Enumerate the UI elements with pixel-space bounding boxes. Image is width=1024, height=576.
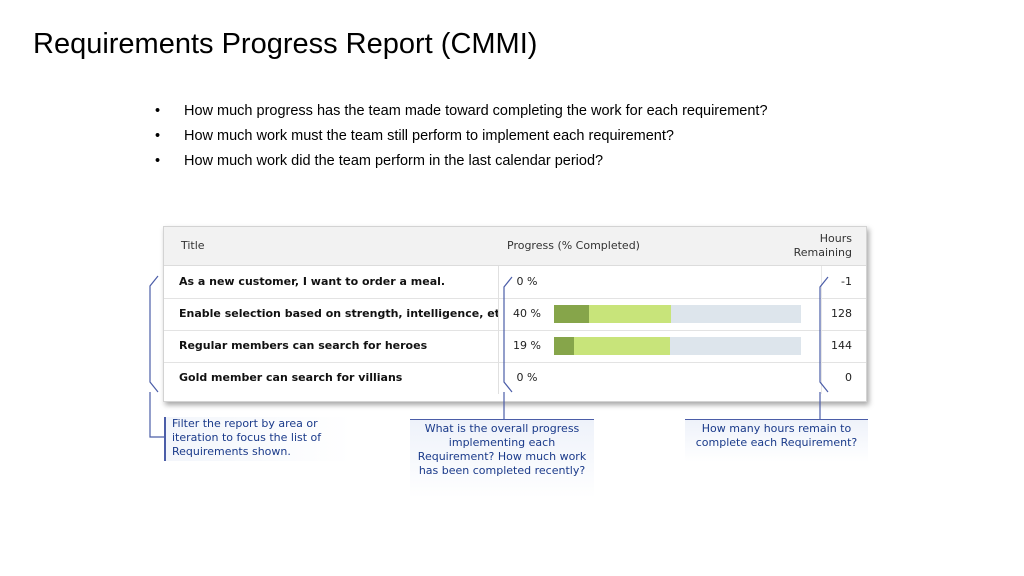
column-divider <box>821 330 822 362</box>
requirement-title[interactable]: Regular members can search for heroes <box>164 330 499 362</box>
bullet-item: • How much work did the team perform in t… <box>155 151 795 171</box>
slide-title: Requirements Progress Report (CMMI) <box>33 28 538 60</box>
percent-complete: 0 % <box>516 371 538 384</box>
progress-bar <box>554 337 801 355</box>
progress-recent-fill <box>554 305 589 323</box>
column-header-progress[interactable]: Progress (% Completed) <box>507 239 640 252</box>
bullet-text: How much work must the team still perfor… <box>184 128 674 144</box>
column-header-title[interactable]: Title <box>181 239 205 252</box>
column-divider <box>821 298 822 330</box>
hours-remaining: 0 <box>845 371 852 384</box>
hours-bracket <box>819 276 829 393</box>
bullet-text: How much progress has the team made towa… <box>184 103 768 119</box>
table-row[interactable]: Gold member can search for villians 0 % … <box>164 362 866 394</box>
progress-prior-fill <box>589 305 671 323</box>
percent-complete: 0 % <box>516 275 538 288</box>
progress-recent-fill <box>554 337 574 355</box>
hours-header-line1: Hours <box>819 232 852 245</box>
requirement-title[interactable]: As a new customer, I want to order a mea… <box>164 266 499 298</box>
hours-remaining: 128 <box>831 307 852 320</box>
progress-callout: What is the overall progress implementin… <box>410 419 594 498</box>
hours-header-line2: Remaining <box>793 246 852 259</box>
bullet-text: How much work did the team perform in th… <box>184 153 604 169</box>
table-row[interactable]: As a new customer, I want to order a mea… <box>164 266 866 299</box>
bullet-item: • How much progress has the team made tow… <box>155 101 795 121</box>
percent-complete: 19 % <box>513 339 541 352</box>
progress-bar <box>554 305 801 323</box>
bullet-list: • How much progress has the team made tow… <box>155 101 795 176</box>
bullet-item: • How much work must the team still perfo… <box>155 126 795 146</box>
filter-callout: Filter the report by area or iteration t… <box>164 417 352 461</box>
bullet-dot: • <box>155 128 161 144</box>
bullet-dot: • <box>155 153 161 169</box>
percent-complete: 40 % <box>513 307 541 320</box>
requirement-title[interactable]: Enable selection based on strength, inte… <box>164 298 499 330</box>
progress-prior-fill <box>574 337 670 355</box>
filter-connector <box>149 392 164 438</box>
hours-callout: How many hours remain to complete each R… <box>685 419 868 462</box>
bullet-dot: • <box>155 103 161 119</box>
requirements-report: Title Progress (% Completed) Hours Remai… <box>163 226 867 402</box>
table-row[interactable]: Enable selection based on strength, inte… <box>164 298 866 331</box>
report-header: Title Progress (% Completed) Hours Remai… <box>164 227 866 266</box>
hours-remaining: -1 <box>841 275 852 288</box>
table-row[interactable]: Regular members can search for heroes 19… <box>164 330 866 363</box>
column-divider <box>821 266 822 298</box>
requirement-title[interactable]: Gold member can search for villians <box>164 362 499 394</box>
column-header-hours[interactable]: Hours Remaining <box>794 232 852 260</box>
progress-bracket <box>503 276 513 393</box>
column-divider <box>821 362 822 394</box>
filter-bracket <box>149 275 159 393</box>
hours-remaining: 144 <box>831 339 852 352</box>
